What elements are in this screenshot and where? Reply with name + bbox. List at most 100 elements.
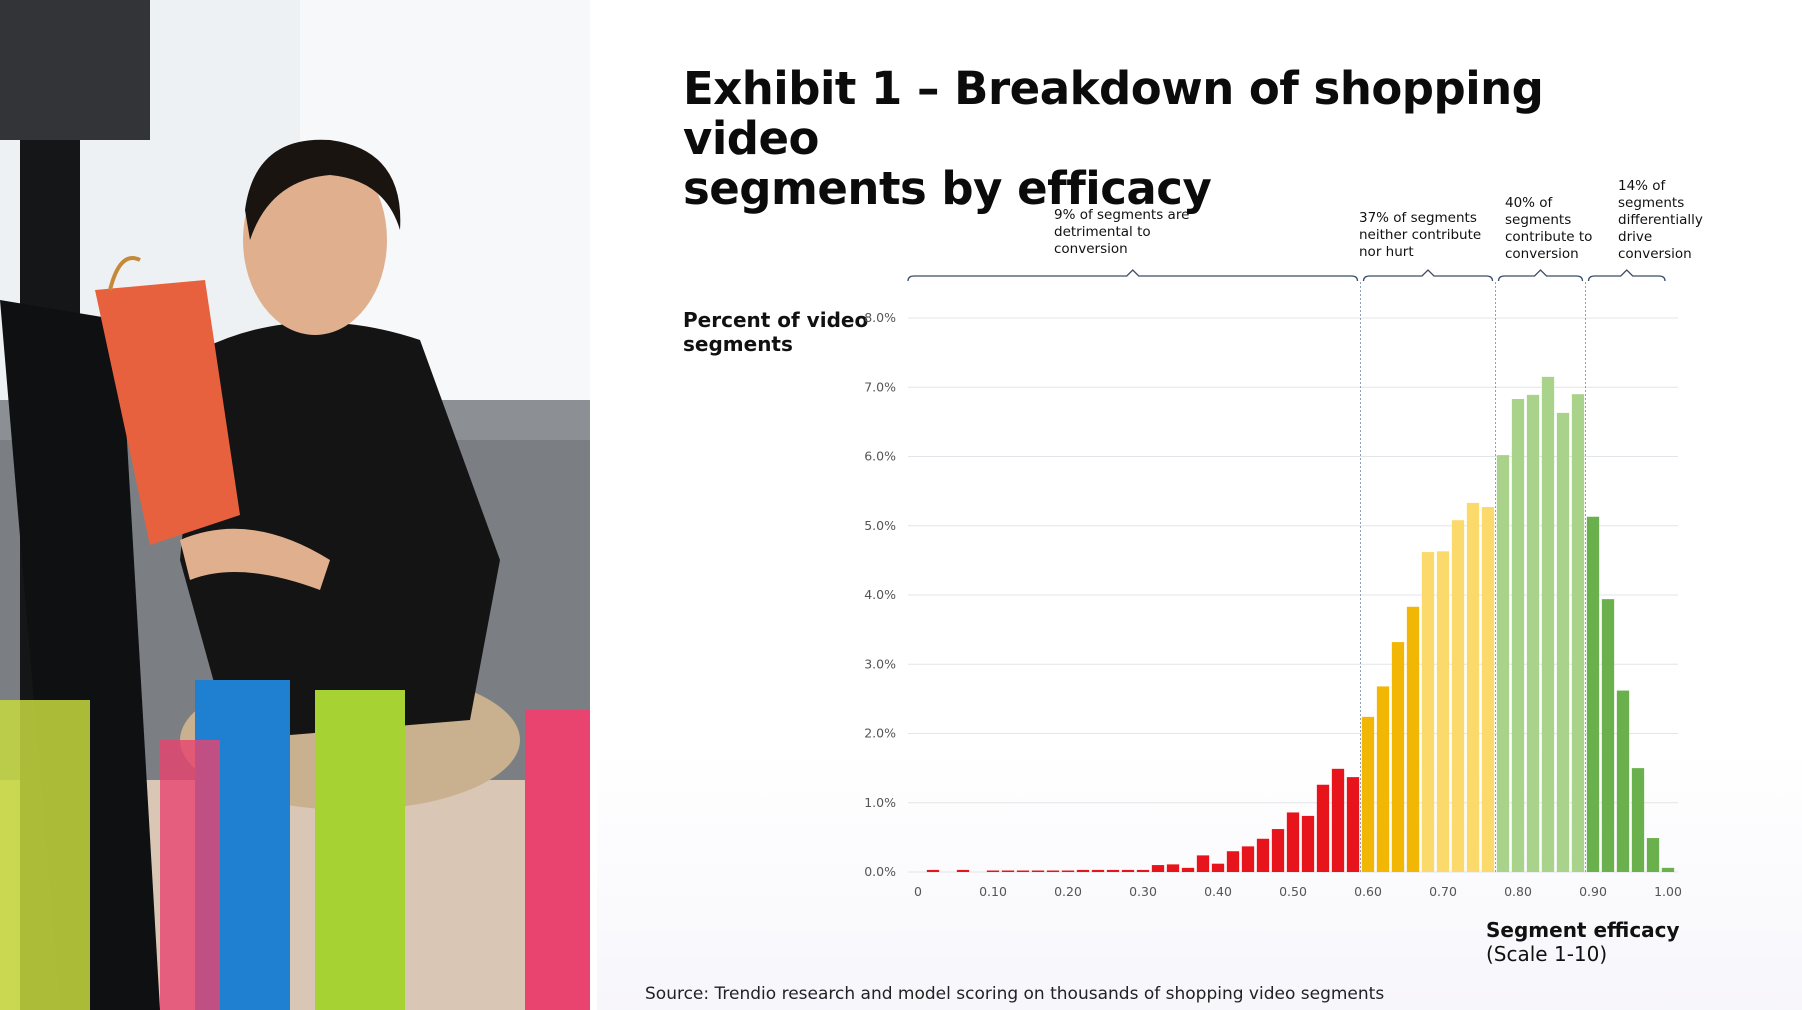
x-axis-label-line-2: (Scale 1-10)	[1486, 942, 1608, 966]
annotation-line: conversion	[1505, 246, 1579, 262]
x-tick-label: 0.70	[1429, 884, 1457, 899]
y-tick-label: 1.0%	[864, 795, 896, 810]
histogram-bar	[1376, 686, 1390, 872]
histogram-bar	[1556, 412, 1570, 872]
y-tick-label: 8.0%	[864, 310, 896, 325]
histogram-bar	[1031, 870, 1045, 872]
x-tick-label: 1.00	[1654, 884, 1682, 899]
annotation-line: segments	[1618, 195, 1685, 211]
y-axis-label: Percent of video segments	[683, 308, 873, 356]
histogram-bar	[1526, 394, 1540, 872]
x-axis-label: Segment efficacy (Scale 1-10)	[1486, 918, 1706, 966]
x-axis-ticks: 0 0.10 0.20 0.30 0.40 0.50 0.60 0.70 0.80 0.90 1.0…	[914, 884, 1682, 899]
annotation-line: detrimental to	[1054, 224, 1151, 240]
y-axis-label-line-2: segments	[683, 332, 793, 356]
histogram-bar	[926, 869, 940, 872]
histogram-bar	[1541, 376, 1555, 872]
source-note: Source: Trendio research and model scori…	[645, 984, 1385, 1004]
y-tick-label: 4.0%	[864, 587, 896, 602]
histogram-bar	[1631, 768, 1645, 872]
x-axis-label-line-1: Segment efficacy	[1486, 918, 1680, 942]
x-tick-label: 0	[914, 884, 922, 899]
histogram-bar	[1391, 642, 1405, 872]
annotation-detrimental: 9% of segments are detrimental to conver…	[1054, 207, 1189, 258]
segment-brace	[1587, 269, 1666, 282]
x-tick-label: 0.40	[1204, 884, 1232, 899]
annotation-line: neither contribute	[1359, 227, 1482, 243]
histogram-bar	[1106, 869, 1120, 872]
histogram-bar	[1346, 777, 1360, 872]
histogram-bar	[1571, 394, 1585, 872]
annotation-line: 37% of segments	[1359, 210, 1477, 226]
segment-brace	[1362, 269, 1494, 282]
x-tick-label: 0.90	[1579, 884, 1607, 899]
histogram-bar	[1661, 867, 1675, 872]
annotation-line: segments	[1505, 212, 1572, 228]
x-tick-label: 0.50	[1279, 884, 1307, 899]
histogram-bar	[1241, 846, 1255, 872]
histogram-bar	[1301, 815, 1315, 872]
histogram-bar	[1436, 551, 1450, 872]
histogram-bar	[1061, 870, 1075, 872]
histogram-bar	[1256, 838, 1270, 872]
exhibit-title: Exhibit 1 – Breakdown of shopping video …	[683, 64, 1583, 214]
histogram-bar	[1016, 870, 1030, 872]
annotation-line: nor hurt	[1359, 244, 1414, 260]
histogram-bar	[1271, 829, 1285, 872]
histogram-bar	[1076, 869, 1090, 872]
annotation-neutral: 37% of segments neither contribute nor h…	[1359, 210, 1481, 261]
segment-brace	[907, 269, 1359, 282]
segment-brace	[1497, 269, 1584, 282]
histogram-bar	[1286, 812, 1300, 872]
hero-photo-illustration	[0, 0, 597, 1010]
annotation-contribute: 40% of segments contribute to conversion	[1505, 195, 1592, 263]
histogram-bar	[1601, 599, 1615, 872]
histogram-bar	[1226, 851, 1240, 872]
annotation-line: 9% of segments are	[1054, 207, 1190, 223]
x-tick-label: 0.10	[979, 884, 1007, 899]
annotation-line: contribute to	[1505, 229, 1593, 245]
histogram-bar	[1001, 870, 1015, 872]
histogram-bar	[986, 870, 1000, 872]
histogram-bar	[1421, 552, 1435, 872]
exhibit-title-line-1: Exhibit 1 – Breakdown of shopping video	[683, 62, 1544, 165]
histogram-bar	[1316, 784, 1330, 872]
annotation-line: differentially	[1618, 212, 1703, 228]
y-axis-label-line-1: Percent of video	[683, 308, 869, 332]
segment-braces	[907, 269, 1666, 282]
annotation-drive: 14% of segments differentially drive con…	[1618, 178, 1703, 263]
histogram-bar	[1046, 870, 1060, 872]
annotation-line: drive	[1618, 229, 1653, 245]
histogram-bar	[1361, 716, 1375, 872]
hero-photo	[0, 0, 597, 1010]
histogram-bar	[1166, 864, 1180, 872]
x-tick-label: 0.60	[1354, 884, 1382, 899]
histogram-bar	[1586, 516, 1600, 872]
histogram-bar	[1331, 768, 1345, 872]
annotation-line: conversion	[1618, 246, 1692, 262]
histogram-bar	[956, 869, 970, 872]
histogram-bar	[1451, 520, 1465, 872]
histogram-bar	[1196, 855, 1210, 872]
y-tick-label: 0.0%	[864, 864, 896, 879]
histogram-bar	[1181, 867, 1195, 872]
histogram-bar	[1496, 455, 1510, 872]
y-tick-label: 6.0%	[864, 449, 896, 464]
y-tick-label: 3.0%	[864, 656, 896, 671]
y-tick-label: 2.0%	[864, 726, 896, 741]
histogram-bars	[926, 376, 1675, 872]
histogram-bar	[1211, 863, 1225, 872]
x-tick-label: 0.30	[1129, 884, 1157, 899]
annotation-line: 14% of	[1618, 178, 1666, 194]
y-tick-label: 5.0%	[864, 518, 896, 533]
y-tick-label: 7.0%	[864, 379, 896, 394]
x-tick-label: 0.20	[1054, 884, 1082, 899]
histogram-bar	[1406, 606, 1420, 872]
histogram-bar	[1151, 865, 1165, 872]
histogram-bar	[1511, 399, 1525, 872]
histogram-bar	[1481, 507, 1495, 872]
slide-background	[597, 0, 1802, 1010]
annotation-line: 40% of	[1505, 195, 1553, 211]
histogram-bar	[1616, 690, 1630, 872]
histogram-bar	[1121, 869, 1135, 872]
